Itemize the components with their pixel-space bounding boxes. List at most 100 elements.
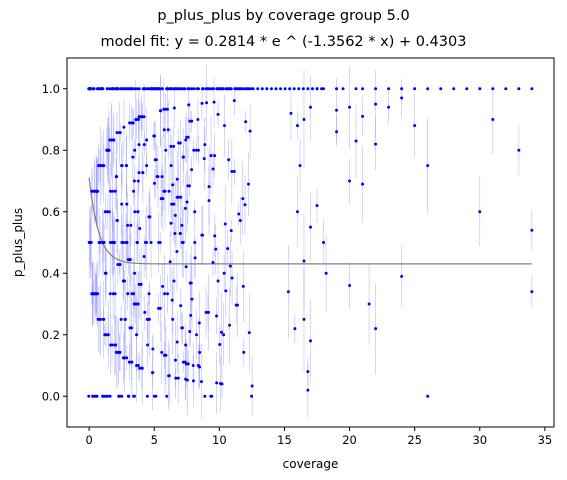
data-point	[164, 148, 168, 152]
x-axis-label: coverage	[283, 457, 339, 471]
data-point	[98, 317, 102, 321]
data-point	[232, 99, 236, 103]
data-point	[215, 381, 219, 385]
data-point	[170, 202, 174, 206]
data-point	[124, 87, 128, 91]
data-point	[123, 317, 127, 321]
data-point	[302, 317, 306, 321]
data-point	[348, 179, 352, 183]
data-point	[136, 179, 140, 183]
data-point	[152, 181, 156, 185]
data-point	[298, 164, 302, 168]
data-point	[114, 87, 118, 91]
data-point	[172, 144, 176, 148]
data-point	[426, 164, 430, 168]
data-point	[192, 148, 196, 152]
data-point	[153, 158, 157, 162]
data-point	[190, 168, 194, 172]
data-point	[158, 109, 162, 113]
data-point	[171, 183, 175, 187]
data-point	[226, 247, 230, 251]
data-point	[160, 350, 164, 354]
data-point	[128, 258, 132, 262]
data-point	[136, 364, 140, 367]
data-point	[165, 87, 169, 91]
data-point	[169, 164, 173, 168]
data-point	[173, 231, 177, 235]
data-point	[165, 394, 169, 398]
data-point	[96, 189, 100, 193]
data-point	[120, 164, 124, 168]
data-point	[374, 102, 378, 106]
data-point	[387, 105, 391, 109]
data-point	[175, 177, 179, 181]
data-point	[322, 87, 326, 91]
y-tick-label: 0.4	[42, 266, 60, 280]
data-point	[205, 101, 209, 105]
data-point	[136, 118, 140, 121]
data-point	[224, 289, 228, 293]
data-point	[151, 347, 155, 351]
data-point	[179, 304, 183, 308]
data-point	[241, 284, 245, 288]
data-point	[186, 135, 190, 139]
data-point	[160, 87, 164, 91]
data-point	[185, 378, 189, 382]
data-point	[132, 292, 136, 296]
data-point	[101, 87, 105, 91]
data-point	[244, 120, 248, 124]
x-axis-ticks: 0 5 10 15 20 25 30 35	[85, 427, 552, 447]
data-point	[155, 87, 159, 91]
data-points-layer	[87, 87, 534, 398]
data-point	[517, 87, 521, 91]
x-tick-label: 25	[407, 433, 422, 447]
data-point	[108, 292, 112, 296]
data-point	[113, 343, 117, 347]
chart-title: p_plus_plus by coverage group 5.0	[157, 8, 410, 24]
data-point	[367, 302, 371, 306]
data-point	[180, 223, 184, 227]
data-point	[113, 189, 117, 193]
data-point	[250, 394, 254, 398]
data-point	[220, 382, 224, 386]
y-axis-label: p_plus_plus	[11, 208, 25, 277]
data-point	[133, 210, 137, 214]
data-point	[163, 189, 167, 193]
data-point	[190, 119, 194, 123]
data-point	[129, 223, 133, 227]
data-point	[142, 115, 146, 119]
data-point	[155, 175, 159, 179]
data-point	[175, 340, 179, 344]
data-point	[152, 134, 156, 138]
data-point	[232, 170, 236, 174]
data-point	[400, 96, 404, 100]
data-point	[309, 105, 312, 109]
data-point	[193, 210, 197, 214]
data-point	[162, 128, 166, 132]
data-point	[229, 229, 233, 233]
data-point	[133, 271, 137, 275]
data-point	[230, 276, 234, 280]
data-point	[288, 87, 292, 91]
data-point	[138, 227, 142, 231]
data-point	[151, 371, 155, 375]
data-point	[374, 142, 378, 146]
data-point	[107, 148, 111, 152]
data-point	[136, 302, 140, 306]
data-point	[147, 317, 151, 321]
data-point	[104, 333, 108, 337]
data-point	[219, 87, 223, 91]
data-point	[210, 87, 214, 91]
data-point	[361, 114, 365, 118]
data-point	[125, 356, 129, 360]
data-point	[242, 350, 246, 354]
data-point	[146, 87, 150, 91]
data-point	[125, 202, 129, 206]
data-point	[322, 241, 326, 244]
data-point	[190, 297, 194, 301]
data-point	[131, 155, 135, 159]
data-point	[138, 366, 142, 370]
data-point	[141, 171, 145, 175]
data-point	[297, 87, 301, 91]
